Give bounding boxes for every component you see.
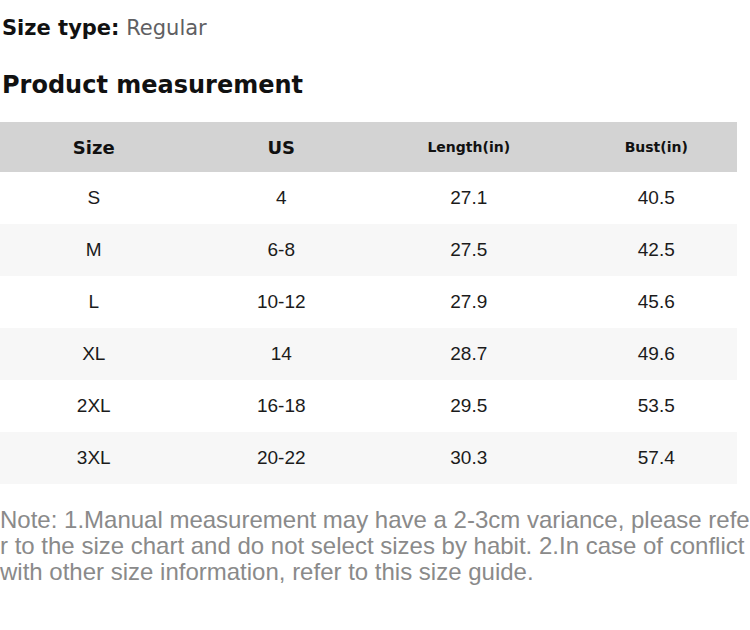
size-cell: XL (0, 328, 188, 380)
note-text: Note: 1.Manual measurement may have a 2-… (0, 507, 750, 585)
table-header-row: Size US Length(in) Bust(in) (0, 122, 750, 172)
us-cell: 10-12 (188, 276, 376, 328)
us-cell: 6-8 (188, 224, 376, 276)
us-cell: 14 (188, 328, 376, 380)
size-type-value: Regular (126, 16, 207, 40)
column-header-bust: Bust(in) (563, 122, 750, 172)
length-cell: 27.9 (375, 276, 563, 328)
length-cell: 29.5 (375, 380, 563, 432)
length-cell: 27.5 (375, 224, 563, 276)
size-cell: L (0, 276, 188, 328)
table-row: S 4 27.1 40.5 (0, 172, 750, 224)
table-row: 2XL 16-18 29.5 53.5 (0, 380, 750, 432)
size-guide-page: Size type: Regular Product measurement S… (0, 0, 750, 630)
bust-cell: 42.5 (563, 224, 750, 276)
table-row: L 10-12 27.9 45.6 (0, 276, 750, 328)
product-measurement-title: Product measurement (0, 70, 750, 100)
size-cell: M (0, 224, 188, 276)
length-cell: 30.3 (375, 432, 563, 484)
table-row: XL 14 28.7 49.6 (0, 328, 750, 380)
column-header-size: Size (0, 122, 188, 172)
us-cell: 20-22 (188, 432, 376, 484)
table-row: 3XL 20-22 30.3 57.4 (0, 432, 750, 484)
size-type-heading: Size type: Regular (0, 15, 750, 41)
length-cell: 27.1 (375, 172, 563, 224)
size-table: Size US Length(in) Bust(in) S 4 27.1 40.… (0, 122, 750, 484)
bust-cell: 49.6 (563, 328, 750, 380)
table-row: M 6-8 27.5 42.5 (0, 224, 750, 276)
bust-cell: 45.6 (563, 276, 750, 328)
us-cell: 16-18 (188, 380, 376, 432)
size-cell: 3XL (0, 432, 188, 484)
us-cell: 4 (188, 172, 376, 224)
size-cell: S (0, 172, 188, 224)
bust-cell: 40.5 (563, 172, 750, 224)
table-right-gutter (737, 122, 750, 484)
length-cell: 28.7 (375, 328, 563, 380)
column-header-length: Length(in) (375, 122, 563, 172)
size-table-container: Size US Length(in) Bust(in) S 4 27.1 40.… (0, 122, 750, 484)
bust-cell: 53.5 (563, 380, 750, 432)
column-header-us: US (188, 122, 376, 172)
size-cell: 2XL (0, 380, 188, 432)
size-type-label: Size type: (2, 16, 120, 40)
bust-cell: 57.4 (563, 432, 750, 484)
